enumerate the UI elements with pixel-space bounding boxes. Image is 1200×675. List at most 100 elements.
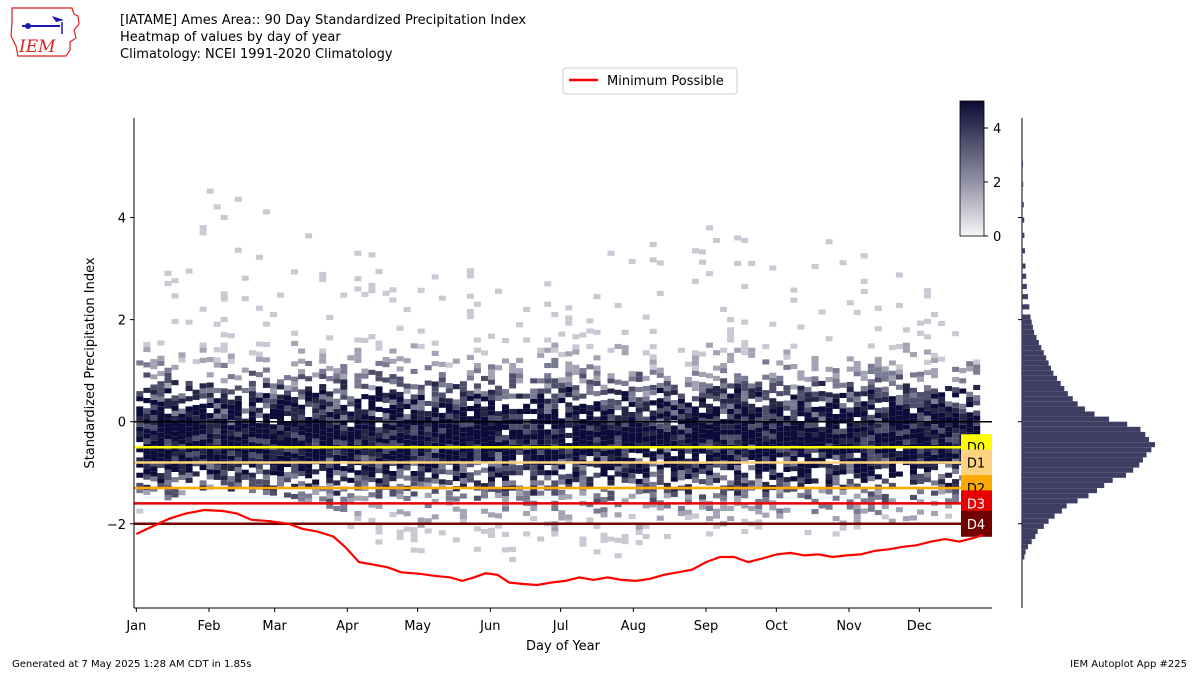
heatmap-cell <box>298 420 306 426</box>
heatmap-cell <box>917 422 924 428</box>
heatmap-cell <box>931 424 938 430</box>
heatmap-cell <box>924 436 931 442</box>
heatmap-cell <box>931 408 938 414</box>
heatmap-cell <box>157 452 165 458</box>
drought-label-text: D4 <box>967 518 985 533</box>
heatmap-cell <box>853 442 861 448</box>
heatmap-cell <box>452 409 460 415</box>
heatmap-cell <box>924 415 931 421</box>
heatmap-cell <box>551 480 559 486</box>
heatmap-cell <box>832 439 840 445</box>
heatmap-cell <box>354 454 362 460</box>
heatmap-cell <box>382 474 390 480</box>
heatmap-cell <box>326 406 334 412</box>
heatmap-cell <box>382 377 390 383</box>
heatmap-cell <box>720 403 728 409</box>
heatmap-cell <box>396 453 404 459</box>
heatmap-cell <box>839 525 847 531</box>
heatmap-cell <box>368 451 376 457</box>
heatmap-cell <box>551 378 559 384</box>
heatmap-cell <box>255 469 263 475</box>
heatmap-cell <box>248 462 256 468</box>
heatmap-cell <box>846 392 854 398</box>
heatmap-cell <box>481 493 488 499</box>
heatmap-cell <box>699 417 706 423</box>
heatmap-cell <box>811 457 819 463</box>
heatmap-cell <box>417 522 425 528</box>
heatmap-cell <box>790 415 798 421</box>
heatmap-cell <box>713 237 720 243</box>
heatmap-cell <box>973 425 981 431</box>
heatmap-cell <box>488 471 495 477</box>
heatmap-cell <box>670 405 678 411</box>
heatmap-cell <box>220 424 228 430</box>
heatmap-cell <box>699 479 706 485</box>
heatmap-cell <box>621 406 629 412</box>
heatmap-cell <box>713 375 720 381</box>
heatmap-cell <box>277 292 284 298</box>
heatmap-cell <box>748 424 756 430</box>
heatmap-cell <box>368 477 376 483</box>
heatmap-cell <box>649 487 657 493</box>
histogram-bar <box>1022 304 1030 310</box>
heatmap-cell <box>424 446 432 452</box>
heatmap-cell <box>720 378 728 384</box>
heatmap-cell <box>347 426 355 432</box>
heatmap-cell <box>727 465 735 471</box>
heatmap-cell <box>931 312 938 318</box>
heatmap-cell <box>248 488 256 494</box>
drought-label-box <box>961 510 992 537</box>
heatmap-cell <box>333 429 341 435</box>
histogram-bar <box>1022 375 1058 381</box>
heatmap-cell <box>199 230 207 236</box>
heatmap-cell <box>663 421 671 427</box>
heatmap-cell <box>347 493 355 499</box>
heatmap-cell <box>860 472 868 478</box>
heatmap-cell <box>136 457 144 463</box>
heatmap-cell <box>910 413 917 419</box>
heatmap-cell <box>769 439 777 445</box>
heatmap-cell <box>825 433 833 439</box>
heatmap-cell <box>270 414 277 420</box>
heatmap-cell <box>262 449 270 455</box>
heatmap-cell <box>874 407 882 413</box>
heatmap-cell <box>684 428 692 434</box>
heatmap-cell <box>917 330 924 336</box>
heatmap-cell <box>488 481 495 487</box>
heatmap-cell <box>284 451 291 457</box>
heatmap-cell <box>642 523 650 529</box>
heatmap-cell <box>417 456 425 462</box>
histogram-bar <box>1022 232 1025 238</box>
heatmap-cell <box>902 388 910 394</box>
heatmap-cell <box>298 435 306 441</box>
heatmap-cell <box>910 372 917 378</box>
heatmap-cell <box>255 463 263 469</box>
heatmap-cell <box>811 447 819 453</box>
heatmap-cell <box>431 391 439 397</box>
heatmap-cell <box>727 352 735 358</box>
heatmap-cell <box>389 435 397 441</box>
heatmap-cell <box>438 423 446 429</box>
heatmap-cell <box>818 416 826 422</box>
heatmap-cell <box>973 410 981 416</box>
heatmap-cell <box>699 351 706 357</box>
heatmap-cell <box>389 358 397 364</box>
heatmap-cell <box>938 443 946 449</box>
heatmap-cell <box>917 478 924 484</box>
heatmap-cell <box>298 348 306 354</box>
heatmap-cell <box>452 384 460 390</box>
heatmap-cell <box>410 527 418 533</box>
heatmap-cell <box>340 440 348 446</box>
heatmap-cell <box>741 350 749 356</box>
heatmap-cell <box>417 461 425 467</box>
heatmap-cell <box>825 438 833 444</box>
heatmap-cell <box>699 382 706 388</box>
heatmap-cell <box>291 407 299 413</box>
heatmap-cell <box>466 451 474 457</box>
heatmap-cell <box>157 478 165 484</box>
heatmap-cell <box>445 454 453 460</box>
heatmap-cell <box>523 408 531 414</box>
heatmap-cell <box>748 393 756 399</box>
heatmap-cell <box>438 428 446 434</box>
heatmap-cell <box>326 503 334 509</box>
